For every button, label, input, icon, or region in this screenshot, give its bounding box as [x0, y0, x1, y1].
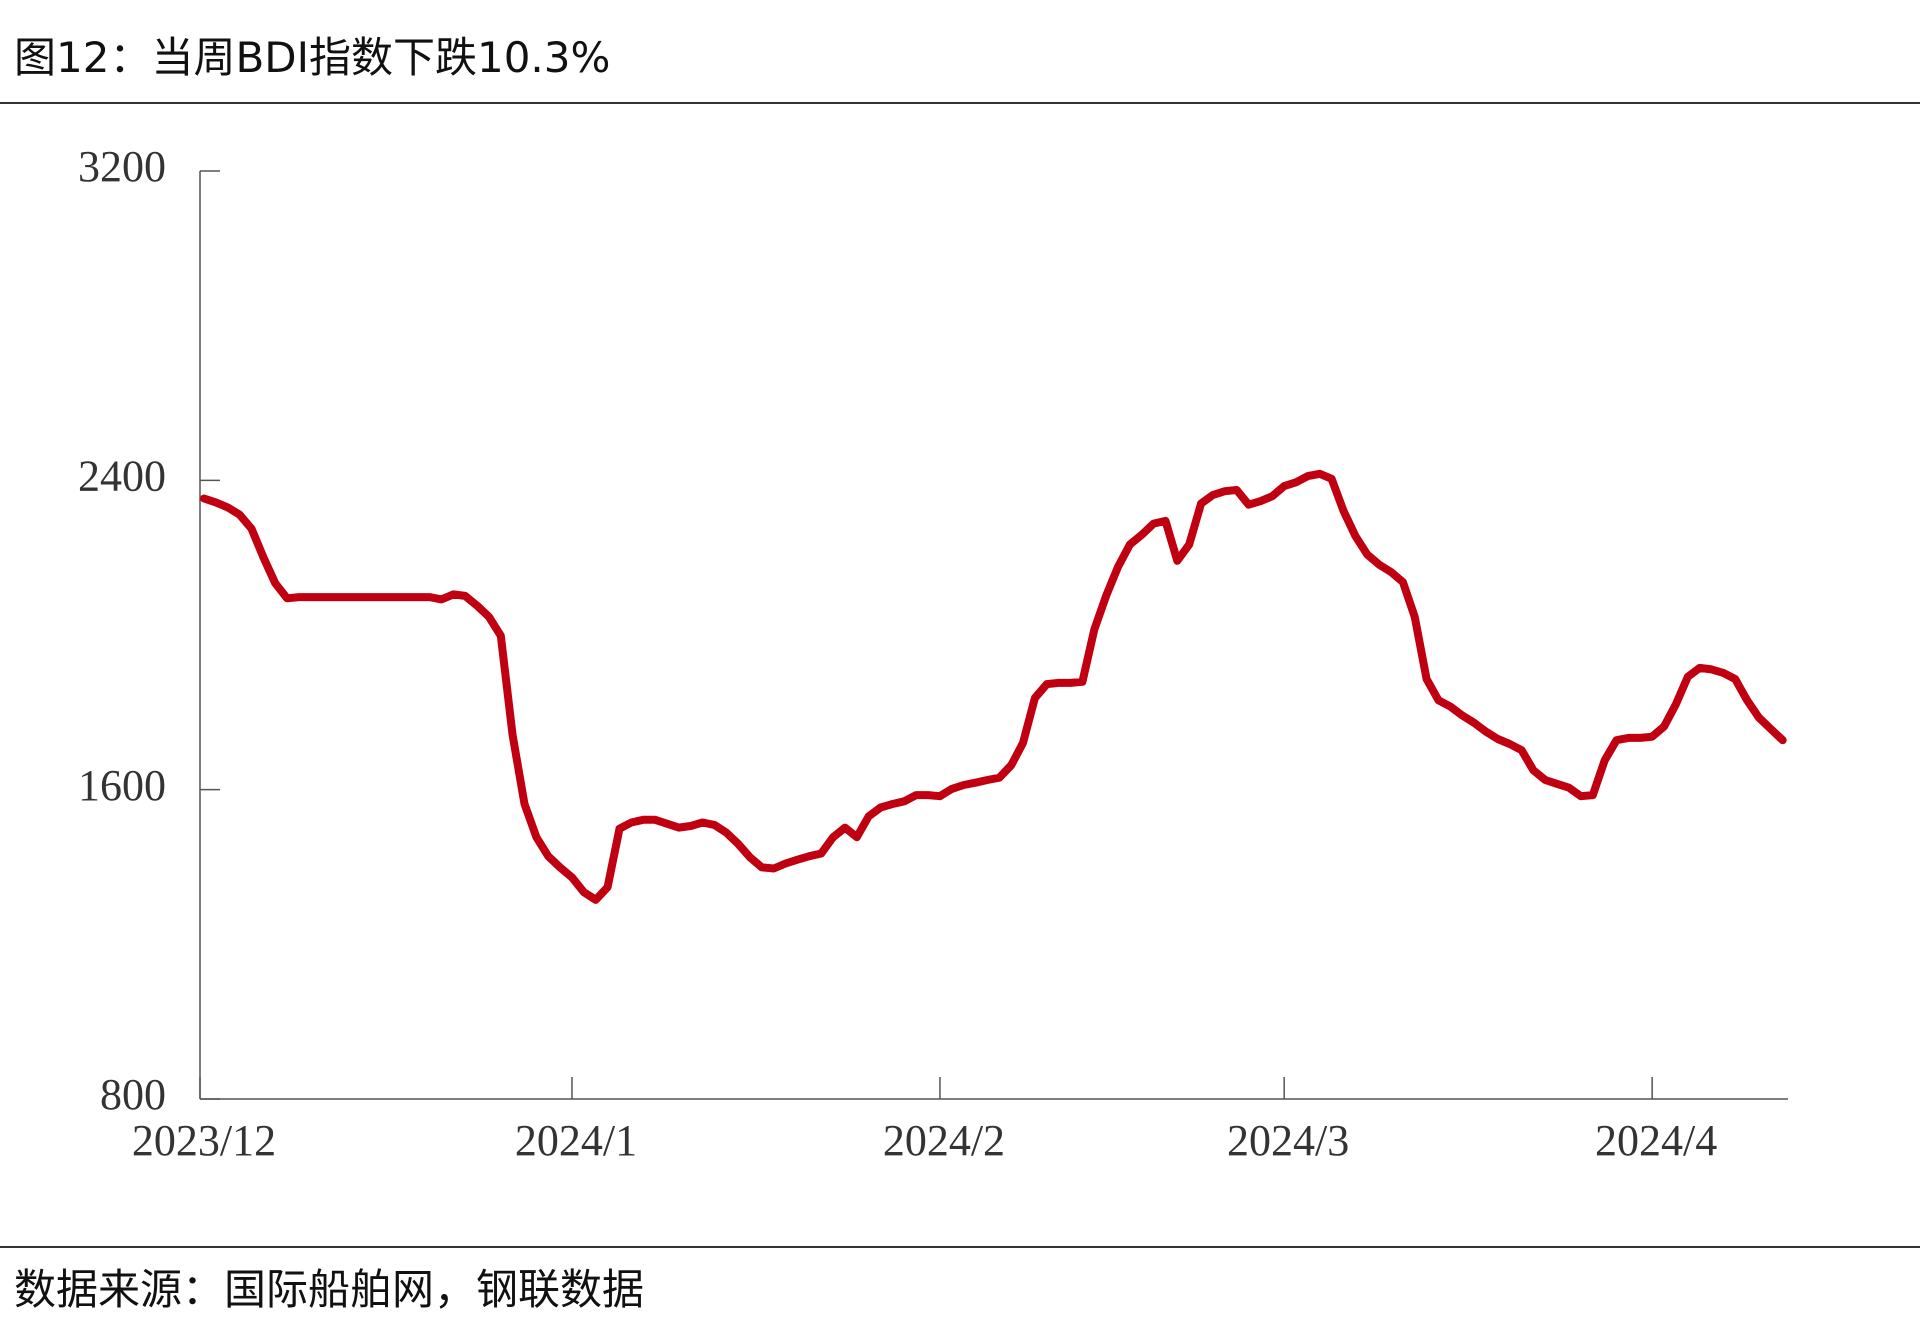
y-tick-label: 800 — [100, 1070, 166, 1119]
x-tick-label: 2023/12 — [132, 1116, 276, 1165]
data-line — [200, 469, 1787, 904]
y-tick-label: 1600 — [78, 761, 166, 810]
x-tick-label: 2024/1 — [515, 1116, 637, 1165]
y-tick-label: 2400 — [78, 451, 166, 500]
chart-title: 图12：当周BDI指数下跌10.3% — [14, 33, 610, 82]
x-tick-label: 2024/4 — [1595, 1116, 1717, 1165]
y-tick-label: 3200 — [78, 142, 166, 191]
x-tick-label: 2024/3 — [1227, 1116, 1349, 1165]
source-note: 数据来源：国际船舶网，钢联数据 — [14, 1265, 644, 1314]
x-tick-label: 2024/2 — [883, 1116, 1005, 1165]
